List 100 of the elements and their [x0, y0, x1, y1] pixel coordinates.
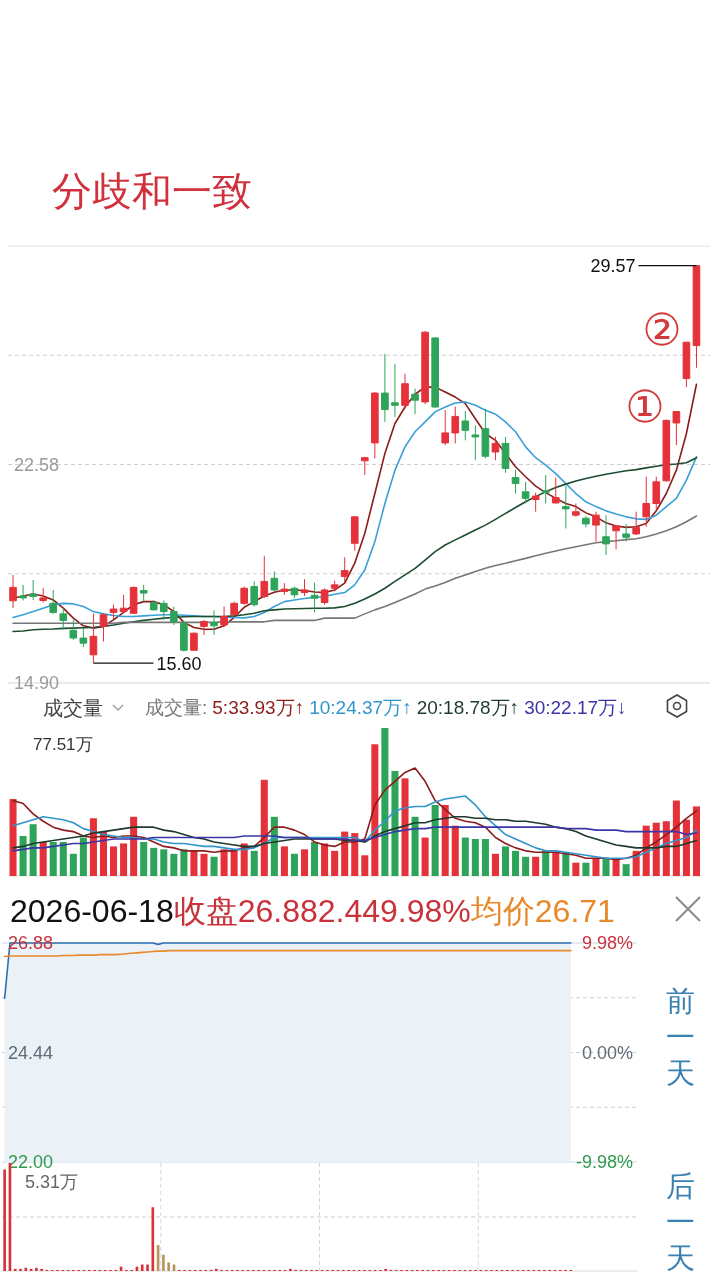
bar [451, 825, 459, 876]
bar [381, 728, 389, 876]
bar [19, 1268, 22, 1271]
bar [230, 850, 238, 876]
annotation: 29.57 [590, 256, 636, 277]
candlestick [381, 353, 389, 423]
candlestick [662, 419, 671, 483]
bar [19, 836, 27, 876]
candlestick [572, 502, 580, 518]
bar [40, 1268, 44, 1271]
candlestick [89, 612, 98, 664]
candlestick [129, 586, 138, 615]
bar [49, 841, 57, 876]
bar [391, 770, 399, 876]
candlestick [220, 605, 228, 627]
chart-title: 2026-06-18 [10, 893, 174, 929]
bar [150, 847, 158, 876]
candlestick [290, 586, 299, 599]
candlestick [119, 594, 128, 613]
bar [542, 850, 550, 876]
candlestick [300, 578, 309, 597]
bar [672, 800, 680, 876]
bar [167, 1262, 171, 1271]
bar [190, 850, 198, 876]
bar [140, 841, 148, 876]
candlestick [320, 587, 329, 606]
bar [280, 846, 288, 876]
candlestick [471, 424, 480, 461]
bar [300, 849, 309, 876]
bar [311, 841, 319, 876]
bar [441, 804, 449, 876]
bar [210, 856, 218, 876]
candlestick [602, 514, 610, 556]
text: 前一天 [665, 985, 695, 1089]
bar [602, 858, 610, 876]
bar [29, 824, 37, 876]
candlestick [170, 605, 178, 626]
bar [39, 841, 47, 876]
candlestick [310, 582, 319, 613]
candlestick [521, 481, 530, 504]
bar [501, 846, 510, 876]
candlestick [501, 436, 510, 474]
candlestick [562, 485, 570, 530]
candlestick [481, 408, 490, 460]
candlestick [441, 409, 450, 446]
annotation: 5.31万 [25, 1172, 79, 1192]
annotation: 77.51万 [33, 735, 93, 754]
y-tick-label: 14.90 [14, 673, 60, 694]
candlestick [9, 574, 17, 609]
bar [592, 858, 600, 876]
candlestick [180, 621, 188, 652]
bar [3, 1169, 6, 1271]
candlestick [280, 582, 289, 596]
bar [24, 1267, 28, 1271]
bar [401, 778, 409, 876]
text: 2.44 [317, 893, 381, 929]
bar [384, 1268, 387, 1271]
bar [35, 1267, 38, 1271]
y-tick-label: 22.00 [8, 1152, 54, 1173]
bar [289, 1268, 292, 1271]
candlestick [250, 580, 259, 607]
chart-title: 成交量 [43, 697, 103, 719]
candlestick [391, 363, 399, 418]
bar [120, 843, 128, 876]
candlestick [672, 410, 681, 446]
bar [512, 850, 520, 876]
candlestick [551, 477, 560, 504]
candlestick [149, 599, 158, 611]
candlestick [39, 587, 47, 603]
candlestick [230, 601, 238, 617]
bar [180, 849, 188, 876]
candlestick [371, 391, 379, 460]
bar [162, 1254, 165, 1271]
bar [532, 856, 540, 876]
candlestick [330, 580, 339, 592]
bar [69, 853, 77, 876]
candlestick [592, 511, 600, 543]
candlestick [270, 570, 279, 592]
candlestick [29, 579, 37, 601]
candlestick [642, 476, 651, 528]
bar [13, 1268, 17, 1271]
candlestick [692, 265, 701, 369]
bar [110, 846, 118, 876]
candlestick [541, 474, 550, 504]
line-series [12, 456, 698, 633]
bar [9, 799, 17, 876]
bar [151, 1207, 155, 1271]
annotation: ① [625, 382, 665, 431]
candlestick [461, 410, 470, 441]
y-tick-label: 22.58 [14, 454, 60, 475]
bar [572, 862, 580, 876]
candlestick [159, 599, 168, 621]
candlestick [340, 556, 349, 584]
bar [471, 839, 479, 876]
bar [200, 853, 208, 876]
bar [622, 864, 630, 876]
annotation: 15.60 [156, 653, 202, 674]
text: 后一天 [665, 1170, 695, 1274]
bar [552, 852, 560, 876]
y2-tick-label: -9.98% [575, 1152, 633, 1173]
